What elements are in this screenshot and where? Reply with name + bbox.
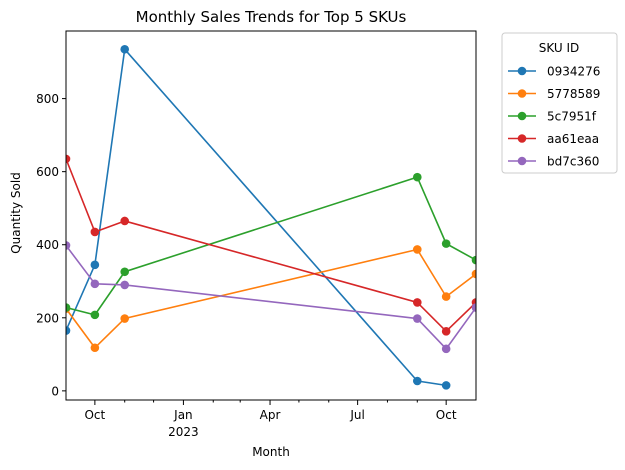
x-axis-ticks: Oct Jan 2023 Apr Jul Oct bbox=[84, 400, 457, 439]
x-tick-label: Jul bbox=[349, 408, 364, 422]
data-point bbox=[66, 241, 71, 250]
legend-label: bd7c360 bbox=[547, 155, 599, 169]
y-tick-label: 400 bbox=[36, 238, 59, 252]
legend-items: 0934276 5778589 5c7951f aa61eaa bd7c360 bbox=[508, 65, 600, 169]
y-tick-label: 800 bbox=[36, 92, 59, 106]
y-axis-ticks: 0 200 400 600 800 bbox=[36, 92, 66, 398]
legend-title: SKU ID bbox=[539, 41, 580, 55]
data-point bbox=[90, 310, 100, 320]
legend-label: 0934276 bbox=[547, 65, 600, 79]
data-point bbox=[412, 298, 422, 307]
legend: SKU ID 0934276 5778589 5c7951f aa61eaa bd7c3… bbox=[501, 32, 618, 174]
series-layer bbox=[66, 44, 476, 390]
data-point bbox=[90, 260, 100, 270]
series-5c7951f bbox=[66, 172, 476, 320]
legend-item: 0934276 bbox=[508, 65, 600, 79]
y-axis-label: Quantity Sold bbox=[9, 172, 23, 254]
series-bd7c360 bbox=[66, 241, 476, 354]
data-point bbox=[120, 267, 130, 277]
legend-swatch-marker bbox=[517, 111, 527, 121]
legend-swatch-marker bbox=[517, 89, 527, 98]
series-line bbox=[66, 176, 476, 316]
x-tick-label: Jan bbox=[173, 408, 193, 422]
legend-swatch-marker bbox=[517, 134, 527, 143]
data-point bbox=[441, 381, 451, 390]
data-point bbox=[90, 227, 100, 237]
x-tick-sublabel: 2023 bbox=[168, 425, 199, 439]
series-0934276 bbox=[66, 44, 451, 390]
data-point bbox=[412, 314, 422, 323]
y-tick-label: 600 bbox=[36, 165, 59, 179]
series-aa61eaa bbox=[66, 154, 476, 336]
legend-swatch-marker bbox=[517, 66, 527, 76]
x-axis-label: Month bbox=[252, 445, 290, 459]
legend-item: 5c7951f bbox=[508, 110, 597, 124]
data-point bbox=[66, 326, 71, 335]
data-point bbox=[441, 344, 451, 354]
data-point bbox=[471, 303, 476, 312]
data-point bbox=[120, 216, 130, 226]
y-tick-label: 200 bbox=[36, 311, 59, 325]
data-point bbox=[412, 172, 422, 182]
series-line bbox=[66, 248, 476, 349]
y-tick-label: 0 bbox=[51, 384, 59, 398]
data-point bbox=[412, 376, 422, 386]
x-tick-label: Apr bbox=[260, 408, 281, 422]
data-point bbox=[471, 255, 476, 265]
data-point bbox=[90, 279, 100, 289]
legend-item: 5778589 bbox=[508, 87, 600, 101]
series-line bbox=[66, 158, 476, 333]
series-line bbox=[66, 244, 476, 350]
chart-title: Monthly Sales Trends for Top 5 SKUs bbox=[136, 8, 407, 26]
plot-viewport bbox=[66, 44, 476, 390]
x-tick-label: Oct bbox=[84, 408, 105, 422]
legend-label: 5c7951f bbox=[547, 110, 597, 124]
x-tick-label: Oct bbox=[436, 408, 457, 422]
data-point bbox=[120, 314, 130, 323]
legend-swatch-marker bbox=[517, 156, 527, 166]
data-point bbox=[66, 303, 71, 312]
plot-frame bbox=[65, 30, 477, 401]
legend-item: aa61eaa bbox=[508, 132, 599, 146]
legend-label: aa61eaa bbox=[547, 132, 599, 146]
data-point bbox=[120, 280, 130, 290]
data-point bbox=[441, 327, 451, 336]
legend-item: bd7c360 bbox=[508, 155, 599, 169]
data-point bbox=[90, 343, 100, 353]
data-point bbox=[120, 44, 130, 54]
data-point bbox=[471, 269, 476, 279]
data-point bbox=[66, 154, 71, 164]
data-point bbox=[441, 239, 451, 248]
data-point bbox=[412, 245, 422, 254]
data-point bbox=[441, 292, 451, 301]
legend-label: 5778589 bbox=[547, 87, 600, 101]
